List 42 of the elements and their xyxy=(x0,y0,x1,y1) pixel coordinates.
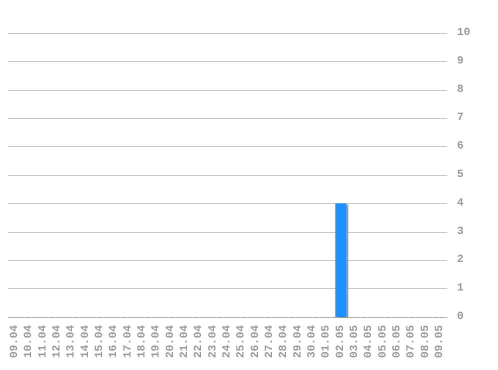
x-tick-label: 10.04 xyxy=(23,324,36,358)
y-tick-label: 0 xyxy=(457,311,464,323)
x-tick-label: 15.04 xyxy=(94,324,106,358)
x-tick-label: 06.05 xyxy=(391,324,404,358)
x-tick-label: 13.04 xyxy=(66,324,78,358)
x-tick-label: 07.05 xyxy=(406,324,418,358)
x-tick-label: 27.04 xyxy=(264,324,276,358)
x-tick-label: 04.05 xyxy=(363,324,376,358)
x-tick-label: 14.04 xyxy=(80,324,92,358)
x-tick-label: 21.04 xyxy=(179,324,192,358)
x-tick-label: 29.04 xyxy=(292,324,304,358)
x-tick-label: 12.04 xyxy=(52,324,64,358)
x-tick-label: 03.05 xyxy=(348,324,361,358)
x-tick-label: 08.05 xyxy=(420,324,432,358)
x-tick-label: 16.04 xyxy=(108,324,120,358)
x-tick-label: 22.04 xyxy=(193,324,206,358)
x-tick-label: 25.04 xyxy=(236,324,248,358)
x-tick-label: 09.05 xyxy=(434,324,446,358)
x-tick-label: 20.04 xyxy=(164,324,177,358)
y-tick-label: 5 xyxy=(457,169,464,181)
y-tick-label: 7 xyxy=(457,112,464,124)
x-tick-label: 19.04 xyxy=(150,324,163,358)
x-tick-label: 24.04 xyxy=(222,324,234,358)
y-tick-label: 9 xyxy=(457,55,464,68)
y-tick-label: 6 xyxy=(457,140,464,153)
y-tick-label: 2 xyxy=(457,254,464,266)
y-tick-label: 3 xyxy=(457,226,464,238)
y-tick-label: 10 xyxy=(457,27,470,39)
y-tick-label: 1 xyxy=(457,282,464,295)
x-tick-label: 28.04 xyxy=(278,324,290,358)
x-tick-label: 17.04 xyxy=(122,324,134,358)
x-tick-label: 09.04 xyxy=(9,324,22,358)
x-tick-label: 02.05 xyxy=(334,324,347,358)
x-tick-label: 01.05 xyxy=(320,324,333,358)
x-tick-label: 05.05 xyxy=(377,324,390,358)
x-tick-label: 30.04 xyxy=(306,324,318,358)
x-tick-label: 18.04 xyxy=(136,324,149,358)
x-tick-label: 23.04 xyxy=(207,324,220,358)
x-tick-label: 26.04 xyxy=(250,324,262,358)
x-tick-label: 11.04 xyxy=(37,324,50,358)
y-tick-label: 4 xyxy=(457,197,464,210)
y-tick-label: 8 xyxy=(457,84,464,96)
